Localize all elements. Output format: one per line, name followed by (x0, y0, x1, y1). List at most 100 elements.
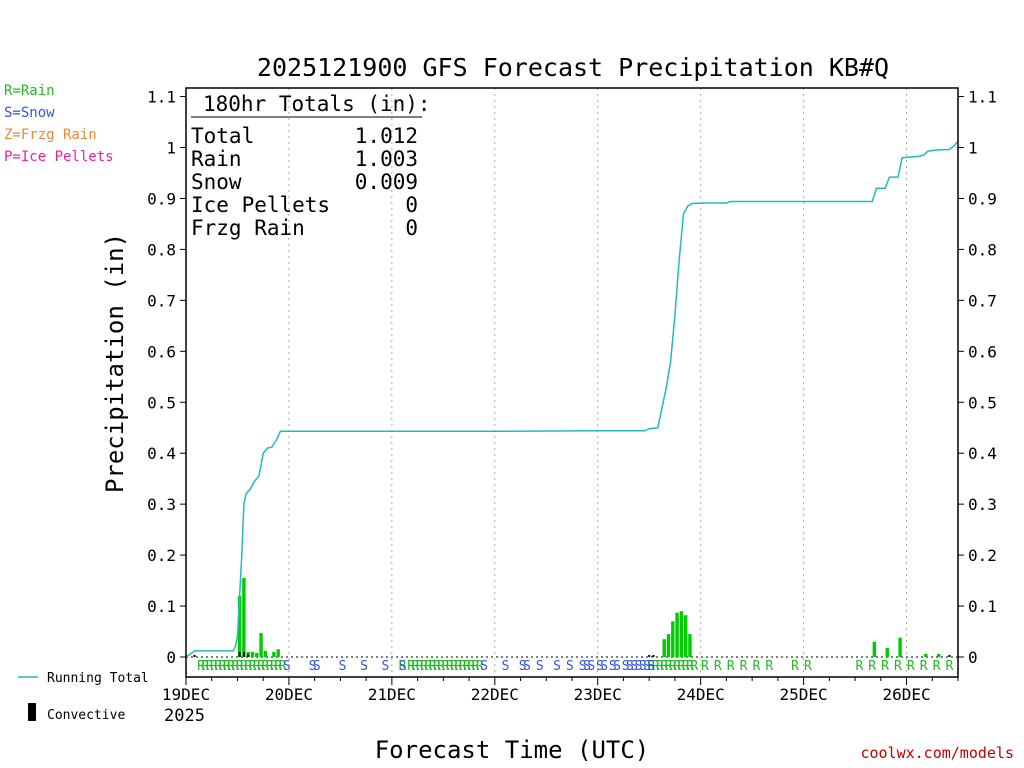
ptype-r-40: R (656, 659, 664, 674)
totals-header: 180hr Totals (in): (203, 92, 431, 116)
ptype-s-2: S (313, 659, 321, 674)
totals-label-3: Ice Pellets (191, 193, 330, 217)
ptype-r-63: R (933, 659, 941, 674)
ptype-r-20: R (399, 659, 407, 674)
ptype-legend-item-3: P=Ice Pellets (4, 149, 114, 165)
ytick-label-right-0: 0 (968, 648, 978, 667)
ptype-s-8: S (502, 659, 510, 674)
ytick-label-left-0.9: 0.9 (147, 189, 176, 208)
y-axis-label: Precipitation (in) (101, 233, 129, 493)
ytick-label-right-0.1: 0.1 (968, 597, 997, 616)
ptype-s-7: S (480, 659, 488, 674)
ptype-r-19: R (279, 659, 287, 674)
ytick-label-right-1.1: 1.1 (968, 88, 997, 107)
ptype-r-23: R (416, 659, 424, 674)
convective-legend-label: Convective (47, 708, 125, 723)
ptype-r-26: R (429, 659, 437, 674)
ptype-legend-item-1: S=Snow (4, 105, 55, 121)
ptype-r-51: R (727, 659, 735, 674)
ptype-s-14: S (579, 659, 587, 674)
ptype-r-58: R (868, 659, 876, 674)
ptype-s-15: S (583, 659, 591, 674)
running-total-legend-label: Running Total (47, 671, 149, 686)
ptype-s-23: S (630, 659, 638, 674)
ptype-r-55: R (791, 659, 799, 674)
ptype-r-39: R (652, 659, 660, 674)
ptype-s-27: S (647, 659, 655, 674)
ptype-s-17: S (596, 659, 604, 674)
ptype-s-19: S (609, 659, 617, 674)
totals-label-2: Snow (191, 170, 242, 194)
totals-value-2: 0.009 (355, 170, 418, 194)
watermark: coolwx.com/models (860, 744, 1014, 762)
precip-bar-5 (259, 633, 263, 657)
ptype-r-2: R (206, 659, 214, 674)
precip-bar-17 (885, 647, 889, 657)
ytick-label-right-1: 1 (968, 139, 978, 158)
ptype-r-4: R (214, 659, 222, 674)
precip-bar-20 (936, 653, 941, 657)
ytick-label-left-0.4: 0.4 (147, 444, 176, 463)
ptype-s-6: S (399, 659, 407, 674)
ptype-r-53: R (753, 659, 761, 674)
ptype-r-9: R (236, 659, 244, 674)
ptype-s-16: S (587, 659, 595, 674)
ptype-legend-item-2: Z=Frzg Rain (4, 127, 97, 143)
precip-bar-10 (666, 634, 671, 657)
ytick-label-right-0.5: 0.5 (968, 393, 997, 412)
ptype-r-3: R (210, 659, 218, 674)
ptype-r-25: R (424, 659, 432, 674)
ptype-r-12: R (249, 659, 257, 674)
convective-bar-3 (247, 654, 250, 657)
precip-bar-16 (872, 641, 877, 657)
ytick-label-left-0.6: 0.6 (147, 342, 176, 361)
ptype-r-21: R (407, 659, 415, 674)
ptype-s-10: S (523, 659, 531, 674)
convective-bar-2 (242, 651, 245, 657)
ptype-s-20: S (613, 659, 621, 674)
ptype-r-35: R (467, 659, 475, 674)
xtick-label-26dec: 26DEC (882, 685, 930, 704)
ptype-r-54: R (765, 659, 773, 674)
ptype-s-26: S (643, 659, 651, 674)
ytick-label-right-0.3: 0.3 (968, 495, 997, 514)
ytick-label-left-1: 1 (166, 139, 176, 158)
ptype-s-13: S (566, 659, 574, 674)
x-axis-ticks: 19DEC 20DEC 21DEC 22DEC 23DEC 24DEC 25DEC 26DEC (162, 677, 959, 704)
totals-value-4: 0 (405, 216, 418, 240)
ptype-legend-item-0: R=Rain (4, 83, 55, 99)
ytick-label-left-0.1: 0.1 (147, 597, 176, 616)
ptype-r-7: R (227, 659, 235, 674)
ptype-r-49: R (701, 659, 709, 674)
ptype-r-29: R (442, 659, 450, 674)
totals-box: 180hr Totals (in): Total 1.012 Rain 1.003 Sno… (191, 92, 431, 240)
ptype-r-13: R (253, 659, 261, 674)
ptype-r-16: R (266, 659, 274, 674)
precip-bar-12 (675, 612, 679, 657)
precip-bar-9 (662, 639, 666, 657)
precip-bar-6 (263, 650, 268, 657)
ptype-r-11: R (244, 659, 252, 674)
ptype-r-46: R (682, 659, 690, 674)
ytick-label-left-0: 0 (166, 648, 176, 667)
ptype-r-24: R (420, 659, 428, 674)
totals-value-0: 1.012 (355, 124, 418, 148)
ptype-r-14: R (257, 659, 265, 674)
precip-bar-11 (671, 621, 675, 657)
ptype-s-24: S (635, 659, 643, 674)
ptype-r-30: R (446, 659, 454, 674)
precip-bar-18 (898, 637, 902, 657)
ytick-label-right-0.7: 0.7 (968, 291, 997, 310)
xtick-label-20dec: 20DEC (265, 685, 313, 704)
ptype-r-62: R (920, 659, 928, 674)
plot-frame (185, 87, 959, 678)
xtick-label-22dec: 22DEC (471, 685, 519, 704)
ptype-r-1: R (201, 659, 209, 674)
ptype-s-1: S (309, 659, 317, 674)
precip-bar-19 (924, 653, 928, 657)
ptype-s-21: S (622, 659, 630, 674)
ytick-label-right-0.4: 0.4 (968, 444, 997, 463)
series-legend: Running Total Convective (18, 671, 149, 723)
ptype-r-5: R (219, 659, 227, 674)
ytick-label-right-0.6: 0.6 (968, 342, 997, 361)
